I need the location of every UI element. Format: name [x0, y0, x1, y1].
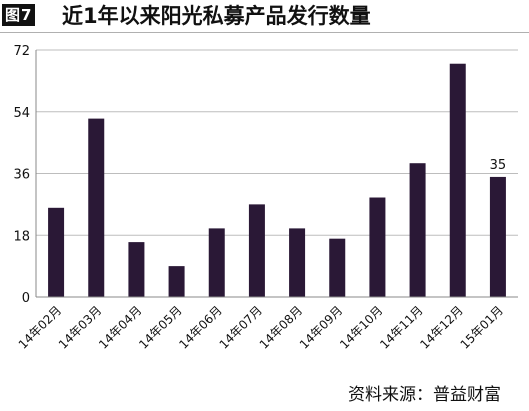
bar: [369, 197, 386, 297]
header-divider: [0, 32, 529, 33]
data-labels: 35: [490, 158, 507, 173]
x-tick-label: 14年09月: [297, 303, 345, 351]
gridlines: [36, 49, 518, 236]
y-axis-ticks: 0 18 36 54 72: [13, 44, 30, 306]
bar: [248, 204, 265, 297]
figure-label: 图7: [2, 4, 36, 26]
x-tick-label: 14年10月: [337, 303, 385, 351]
x-tick-label: 14年12月: [417, 303, 465, 351]
y-tick-label: 18: [13, 229, 30, 244]
y-tick-label: 0: [22, 291, 30, 306]
bar: [88, 118, 105, 297]
y-tick-label: 54: [13, 106, 30, 121]
bar: [128, 242, 145, 297]
x-tick-label: 14年07月: [217, 303, 265, 351]
bar: [409, 163, 426, 297]
x-tick-label: 14年05月: [136, 303, 184, 351]
x-tick-label: 14年08月: [257, 303, 305, 351]
figure-header: 图7 近1年以来阳光私募产品发行数量: [0, 0, 529, 34]
bar: [48, 207, 65, 297]
y-tick-label: 72: [13, 44, 30, 59]
bar: [329, 238, 346, 297]
x-tick-label: 14年11月: [377, 303, 425, 351]
bar: [208, 228, 225, 297]
x-tick-label: 15年01月: [458, 303, 506, 351]
x-tick-label: 14年04月: [96, 303, 144, 351]
x-axis-ticks: 14年02月14年03月14年04月14年05月14年06月14年07月14年0…: [16, 303, 506, 351]
x-tick-label: 14年06月: [176, 303, 224, 351]
y-tick-label: 36: [13, 168, 30, 183]
x-tick-label: 14年03月: [56, 303, 104, 351]
bar: [449, 63, 466, 297]
bar: [289, 228, 306, 297]
bars: [48, 63, 506, 297]
x-tick-label: 14年02月: [16, 303, 64, 351]
bar: [168, 266, 185, 297]
source-note: 资料来源：普益财富: [348, 385, 501, 405]
chart-title: 近1年以来阳光私募产品发行数量: [62, 4, 371, 28]
data-label: 35: [490, 158, 507, 173]
bar: [489, 176, 506, 297]
